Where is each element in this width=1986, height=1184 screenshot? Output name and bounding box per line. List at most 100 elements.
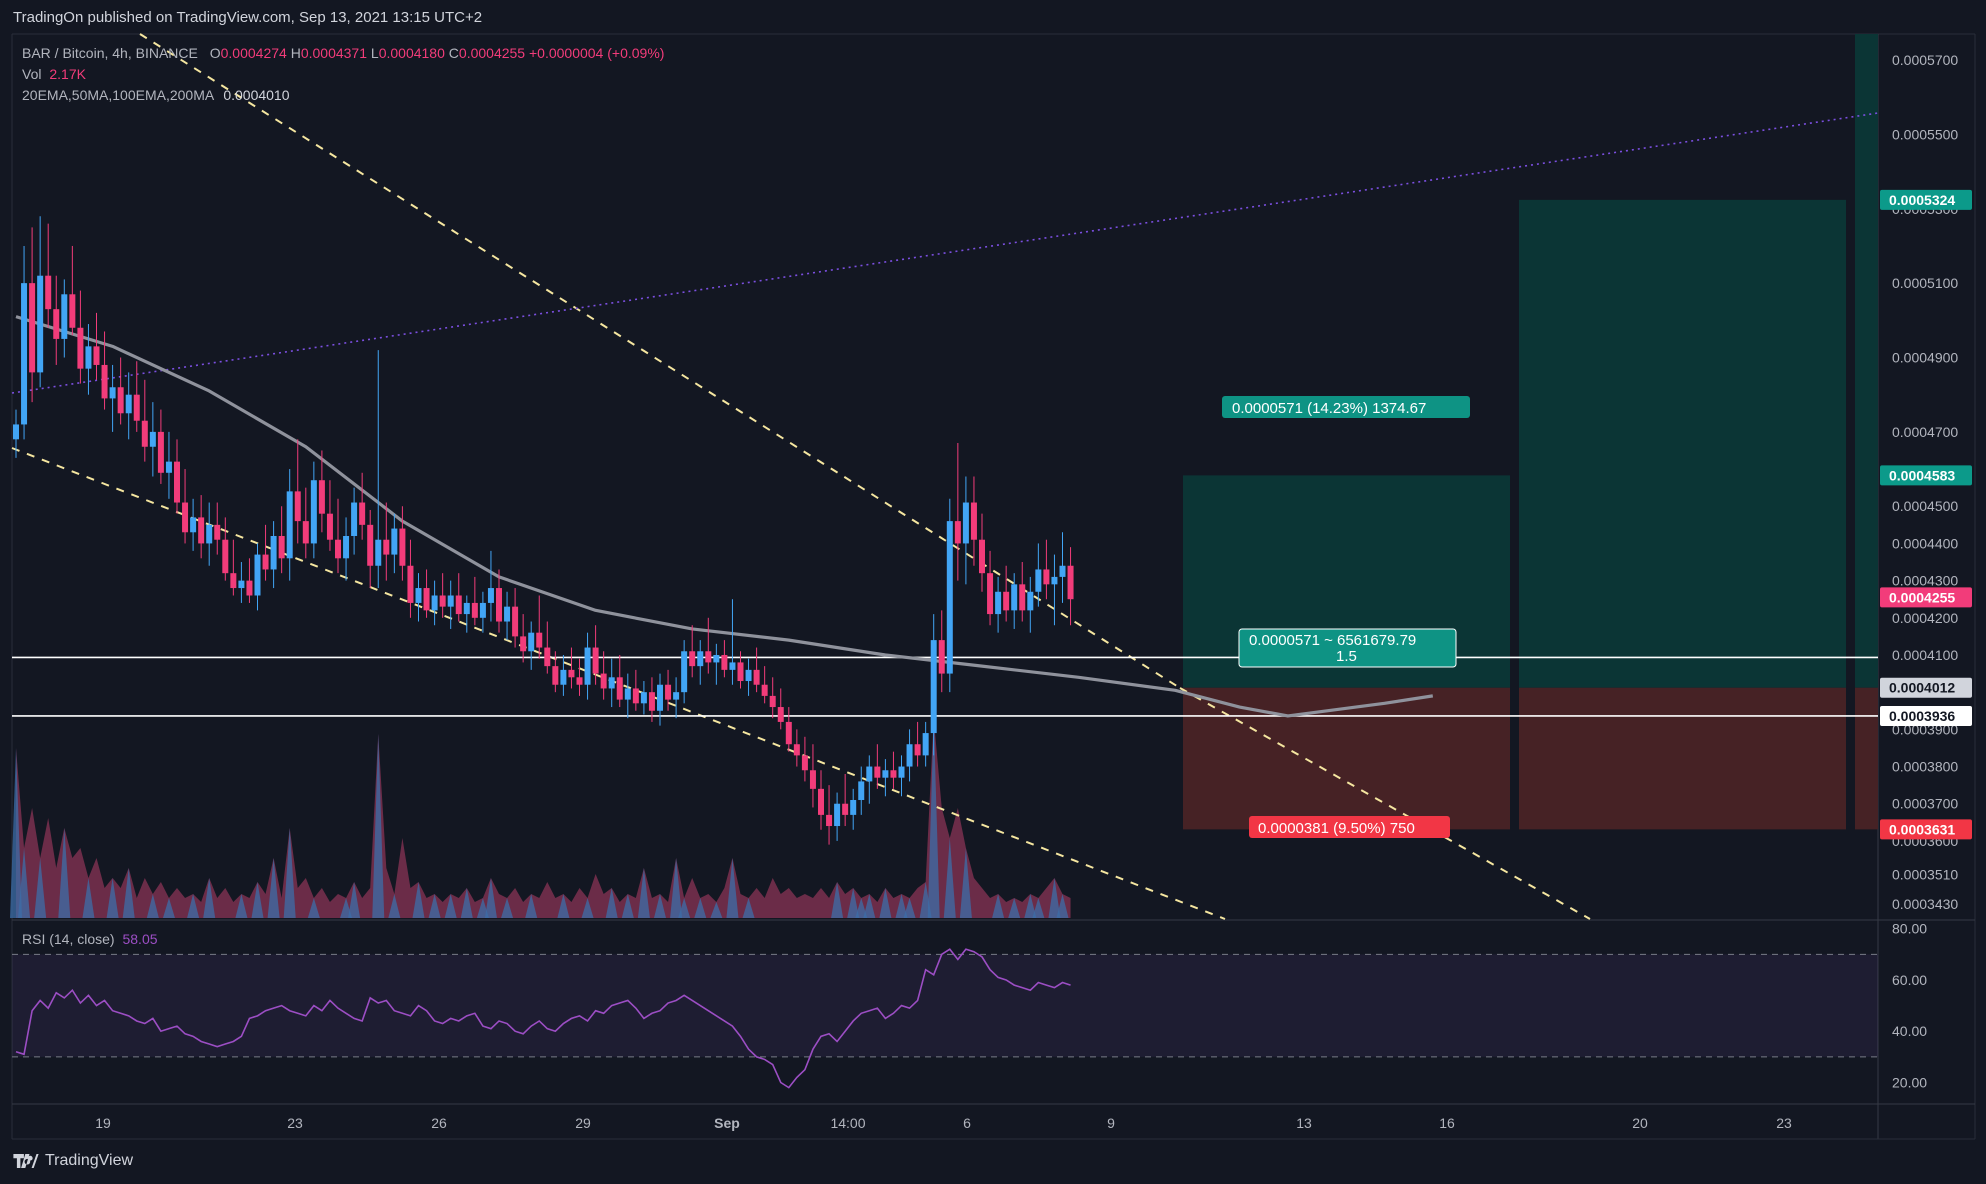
- stop-zone-2: [1519, 687, 1846, 830]
- candle-body: [689, 651, 696, 667]
- candle-body: [230, 573, 237, 589]
- candle-body: [206, 524, 213, 544]
- ohlc-high: 0.0004371: [300, 45, 368, 61]
- time-tick-label: 19: [95, 1115, 111, 1131]
- candle: [528, 621, 535, 670]
- candle-body: [447, 595, 454, 607]
- price-tag-label: 0.0004255: [1889, 589, 1955, 605]
- candle: [455, 573, 462, 622]
- volume-bar-up: [146, 894, 159, 918]
- volume-label[interactable]: Vol: [22, 66, 42, 82]
- candle: [367, 509, 374, 589]
- price-axis: 0.00057000.00055000.00053000.00051000.00…: [1880, 52, 1972, 1090]
- candle-body: [343, 535, 350, 559]
- price-tag-label: 0.0005324: [1889, 192, 1955, 208]
- candle: [278, 506, 285, 574]
- candle-body: [125, 394, 132, 414]
- volume-bar-up: [726, 858, 739, 918]
- candle-body: [13, 424, 19, 440]
- center-label-line1: 0.0000571 ~ 6561679.79: [1249, 632, 1416, 649]
- volume-bar-up: [203, 878, 216, 918]
- candle: [737, 651, 744, 689]
- volume-bar-up: [895, 894, 908, 918]
- candle-body: [214, 524, 221, 540]
- candle: [697, 640, 704, 685]
- candle: [85, 324, 92, 395]
- price-tick-label: 0.0005500: [1892, 126, 1958, 142]
- symbol-name[interactable]: BAR / Bitcoin, 4h, BINANCE: [22, 45, 198, 61]
- price-tick-label: 0.0004300: [1892, 573, 1958, 589]
- candle: [37, 216, 44, 388]
- ma-label[interactable]: 20EMA,50MA,100EMA,200MA: [22, 87, 214, 103]
- horizontal-levels: [12, 656, 1878, 717]
- candle: [359, 472, 366, 540]
- candle: [69, 245, 76, 336]
- volume-bar-up: [412, 882, 425, 918]
- price-tag-box: [1880, 465, 1972, 486]
- time-tick-label: 23: [287, 1115, 303, 1131]
- candle-body: [1051, 576, 1058, 585]
- candle-body: [1043, 569, 1050, 585]
- target-label: 0.0000571 (14.23%) 1374.67: [1222, 396, 1470, 418]
- candle-body: [552, 666, 559, 685]
- candle: [713, 643, 720, 685]
- price-tick-label: 0.0005700: [1892, 52, 1958, 68]
- price-tag-target: 0.0005324: [1880, 189, 1972, 210]
- candle: [874, 744, 881, 789]
- footer-brand[interactable]: TradingView: [13, 1152, 133, 1170]
- target-zone-2: [1519, 199, 1846, 688]
- volume-bar-up: [484, 878, 497, 918]
- candle-body: [254, 554, 261, 596]
- candle-body: [335, 539, 341, 559]
- volume-bar-up: [959, 848, 972, 918]
- rsi-value: 58.05: [122, 931, 158, 947]
- candle: [133, 361, 140, 432]
- candle: [922, 721, 929, 767]
- candle: [302, 487, 309, 559]
- rsi-label[interactable]: RSI (14, close): [22, 931, 115, 947]
- candle-body: [616, 677, 623, 700]
- candle: [343, 517, 350, 581]
- candle: [53, 275, 60, 365]
- volume-bar-up: [106, 878, 119, 918]
- candle: [777, 688, 784, 730]
- volume-bar-up: [1008, 898, 1021, 918]
- candle: [77, 290, 84, 384]
- dotted-trend-line: [11, 112, 1879, 394]
- candle: [383, 502, 390, 581]
- candle: [29, 227, 36, 403]
- volume-area: [10, 718, 1071, 918]
- candle-body: [463, 602, 470, 615]
- candle: [576, 658, 583, 696]
- candle-body: [970, 502, 977, 540]
- candle: [21, 245, 28, 440]
- volume-bar-up: [710, 902, 723, 918]
- candle-body: [761, 684, 768, 696]
- candle: [600, 651, 607, 700]
- candle-body: [568, 669, 575, 678]
- candle: [809, 744, 816, 808]
- candle-body: [359, 502, 366, 525]
- candle-body: [174, 461, 180, 503]
- candle-body: [77, 327, 84, 369]
- volume-bar-up: [654, 894, 666, 918]
- candle-body: [657, 684, 663, 711]
- candle: [616, 654, 623, 708]
- candle-body: [753, 669, 760, 685]
- candle-body: [270, 535, 277, 570]
- volume-bar-up: [1024, 894, 1037, 918]
- candle-body: [238, 580, 245, 589]
- candle-body: [866, 766, 873, 782]
- price-tag-last: 0.0004255: [1880, 587, 1972, 608]
- candle-body: [391, 528, 398, 555]
- price-tag-label: 0.0003631: [1889, 821, 1955, 837]
- candle: [270, 521, 277, 589]
- candle: [326, 480, 333, 551]
- price-tag-box: [1880, 819, 1972, 840]
- candle: [294, 439, 301, 544]
- candle: [262, 524, 269, 581]
- ohlc-change: +0.0000004 (+0.09%): [528, 45, 665, 61]
- candle-body: [729, 662, 736, 670]
- volume-bar-up: [187, 894, 200, 918]
